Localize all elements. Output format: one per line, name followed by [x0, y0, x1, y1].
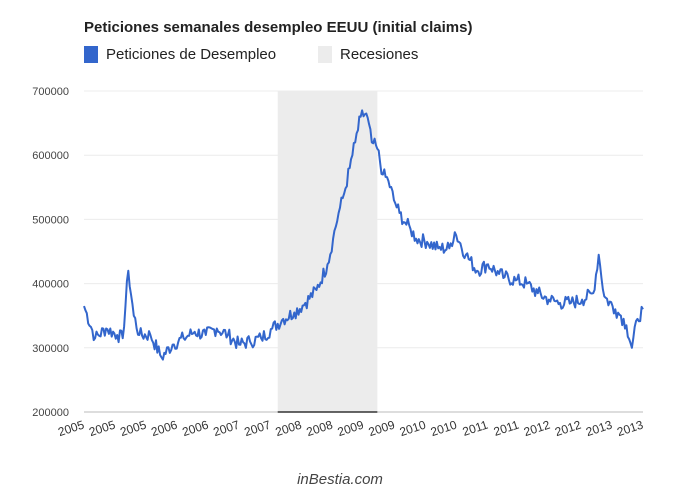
legend-item-claims[interactable]: Peticiones de Desempleo [84, 46, 276, 63]
x-tick-label: 2010 [429, 417, 459, 439]
series-line-claims [83, 109, 644, 361]
x-tick-label: 2008 [305, 417, 335, 439]
recession-band [277, 91, 378, 412]
chart-title: Peticiones semanales desempleo EEUU (ini… [84, 19, 473, 36]
x-tick-label: 2013 [615, 417, 645, 439]
x-tick-label: 2009 [336, 417, 366, 439]
legend-label-claims: Peticiones de Desempleo [106, 46, 277, 63]
x-tick-label: 2009 [367, 417, 397, 439]
x-tick-label: 2011 [461, 417, 490, 438]
y-tick-label: 600000 [32, 150, 69, 162]
x-tick-label: 2008 [274, 417, 304, 439]
x-tick-label: 2006 [180, 417, 210, 439]
x-tick-label: 2007 [243, 417, 273, 439]
x-tick-label: 2010 [398, 417, 428, 439]
x-tick-label: 2006 [149, 417, 179, 439]
y-tick-label: 700000 [32, 86, 69, 98]
y-tick-label: 400000 [32, 279, 69, 291]
x-tick-label: 2012 [522, 417, 552, 439]
legend-label-recessions: Recesiones [340, 46, 419, 63]
x-tick-label: 2007 [211, 417, 241, 439]
y-tick-label: 200000 [32, 407, 69, 419]
legend-swatch-claims [84, 46, 98, 63]
x-tick-label: 2011 [492, 417, 521, 438]
y-tick-label: 500000 [32, 214, 69, 226]
watermark: inBestia.com [297, 471, 383, 488]
x-tick-label: 2005 [118, 417, 148, 439]
legend-swatch-recessions [318, 46, 332, 63]
x-tick-label: 2005 [87, 417, 117, 439]
y-tick-label: 300000 [32, 343, 69, 355]
legend-item-recessions[interactable]: Recesiones [318, 46, 418, 63]
x-tick-label: 2005 [56, 417, 86, 439]
x-tick-label: 2013 [584, 417, 614, 439]
x-tick-label: 2012 [553, 417, 583, 439]
